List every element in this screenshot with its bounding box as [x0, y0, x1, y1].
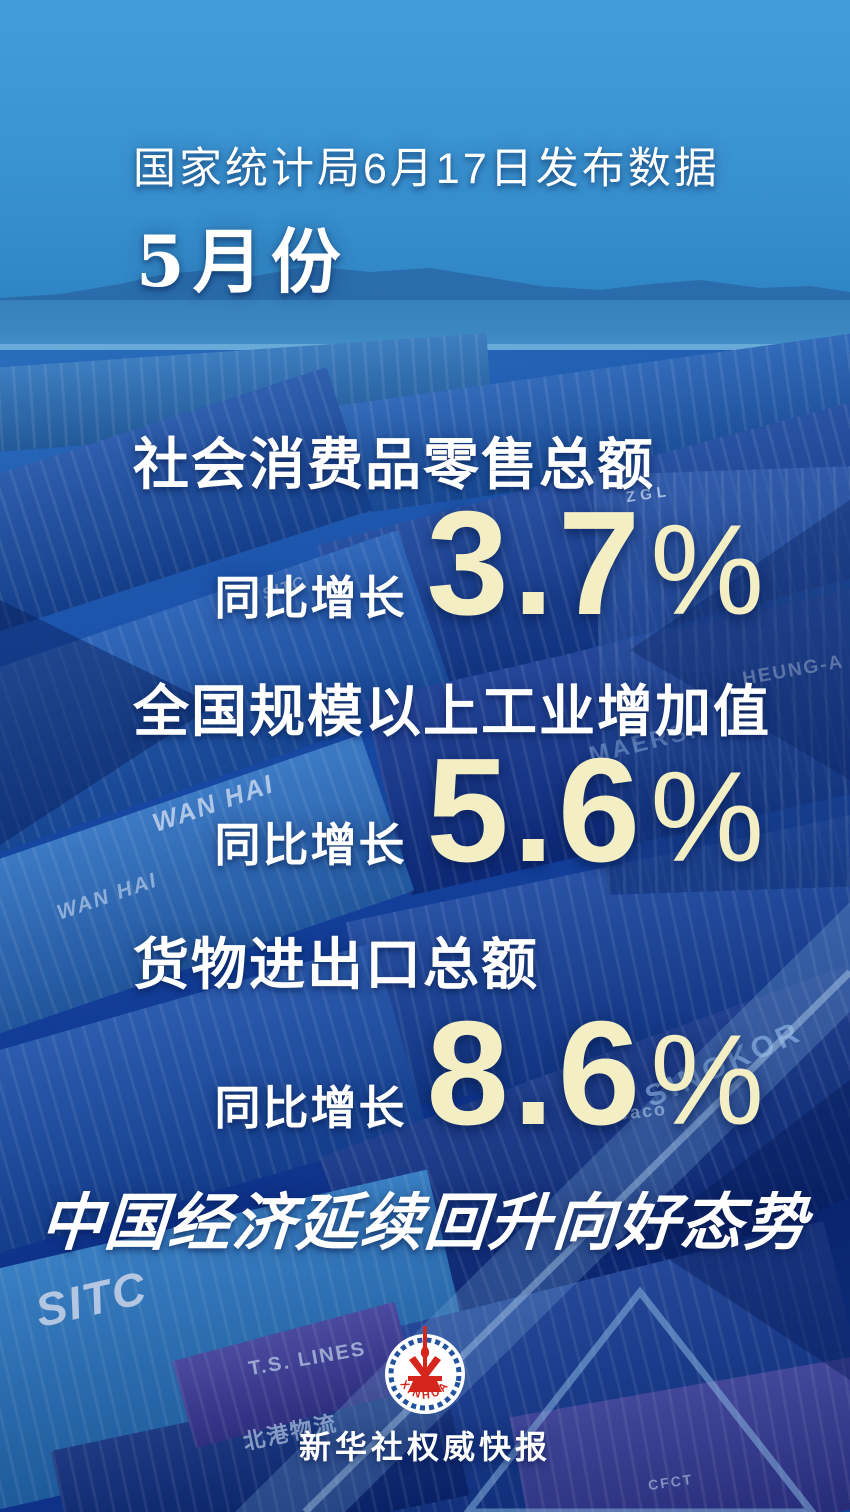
growth-label: 同比增长 — [214, 819, 407, 871]
stat-value-number: 5.6 — [426, 728, 645, 893]
stat-retail-value: 3.7 % — [426, 490, 764, 638]
percent-sign: % — [650, 746, 764, 889]
sky-background — [0, 0, 850, 308]
xinhua-logo: XINHUA — [385, 1326, 465, 1414]
stat-value-number: 3.7 — [426, 481, 645, 646]
up-arrow-outline — [463, 1286, 817, 1512]
stat-retail-value-row: 同比增长 3.7 % — [214, 490, 764, 638]
growth-label: 同比增长 — [214, 1082, 407, 1134]
torch-glyph — [408, 1334, 442, 1392]
stat-trade-label: 货物进出口总额 — [133, 933, 539, 996]
trend-line — [302, 969, 850, 1512]
stat-retail-label: 社会消费品零售总额 — [133, 433, 655, 496]
brand-tagline: 新华社权威快报 — [298, 1429, 551, 1465]
headline: 中国经济延续回升向好态势 — [38, 1186, 812, 1259]
stat-value-number: 8.6 — [426, 991, 645, 1156]
stat-trade-value: 8.6 % — [426, 1000, 764, 1148]
growth-label: 同比增长 — [214, 572, 407, 624]
stat-trade-value-row: 同比增长 8.6 % — [214, 1000, 764, 1148]
period-title: 5月份 — [136, 220, 349, 303]
laurel-wreath — [388, 1337, 462, 1411]
percent-sign: % — [650, 1009, 764, 1152]
stat-industry-value: 5.6 % — [426, 737, 764, 885]
kicker-text: 国家统计局6月17日发布数据 — [133, 145, 720, 193]
stat-industry-value-row: 同比增长 5.6 % — [214, 737, 764, 885]
percent-sign: % — [650, 499, 764, 642]
stat-industry-label: 全国规模以上工业增加值 — [133, 680, 771, 743]
